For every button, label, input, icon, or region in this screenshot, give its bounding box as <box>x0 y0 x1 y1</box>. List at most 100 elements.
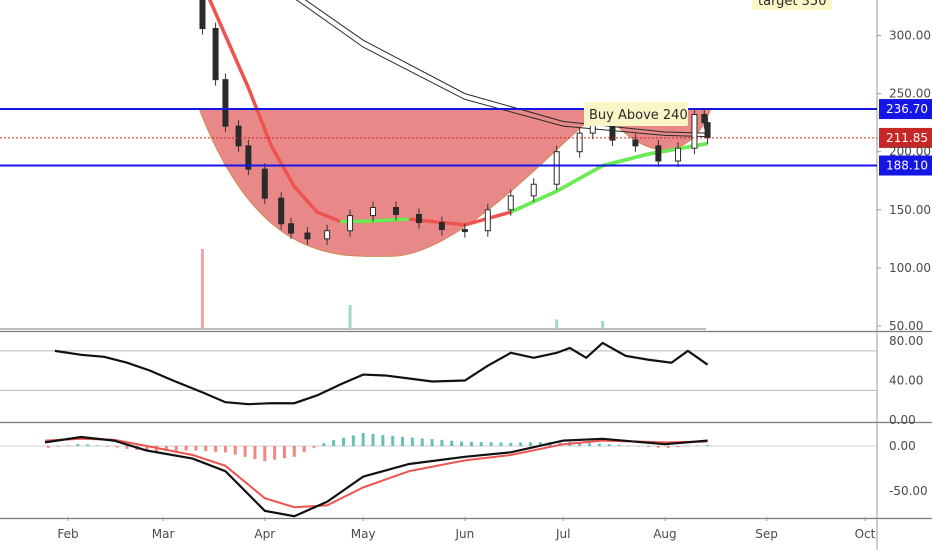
macd-histogram-bar-38 <box>420 438 424 446</box>
rsi-line <box>54 341 709 406</box>
buy-above-annotation: Buy Above 240 <box>584 102 688 126</box>
macd-histogram-bar-42 <box>460 441 464 446</box>
macd-histogram-bar-19 <box>233 446 237 455</box>
macd-histogram-bar-16 <box>204 446 208 452</box>
macd-histogram-bar-44 <box>479 442 483 446</box>
macd-histogram-bar-25 <box>292 446 296 457</box>
volume-bar-2 <box>555 319 559 329</box>
candle-body-32 <box>675 147 682 162</box>
macd-tick-label-0: 0.00 <box>889 439 916 453</box>
candle-body-14 <box>288 223 295 234</box>
time-tick-label-1: Mar <box>152 527 175 541</box>
macd-histogram-bar-14 <box>184 446 188 451</box>
macd-histogram-bar-1 <box>56 446 60 447</box>
level-tag-1 <box>879 99 932 120</box>
macd-histogram-bar-17 <box>214 446 218 452</box>
macd-signal-line <box>44 437 708 509</box>
macd-histogram-bar-60 <box>637 446 641 447</box>
price-tick-label-3: 150.00 <box>889 203 931 217</box>
macd-histogram-bar-45 <box>489 442 493 446</box>
macd-histogram-bar-48 <box>519 442 523 446</box>
macd-line <box>44 435 708 518</box>
volume-bars <box>0 249 706 330</box>
candle-body-10 <box>235 125 242 147</box>
candle-body-25 <box>530 183 537 197</box>
price-tick-label-4: 100.00 <box>889 261 931 275</box>
candle-body-31 <box>655 145 662 162</box>
macd-histogram-bar-67 <box>706 444 710 446</box>
macd-histogram-bar-47 <box>509 442 513 446</box>
macd-histogram-bar-58 <box>617 444 621 446</box>
candle-body-17 <box>347 215 354 232</box>
current-price-tag <box>879 127 932 148</box>
macd-histogram-bar-8 <box>125 446 129 449</box>
rsi-pane <box>54 341 709 406</box>
macd-histogram-bar-28 <box>322 443 326 446</box>
candle-body-34 <box>701 114 708 124</box>
macd-histogram-bar-31 <box>351 435 355 446</box>
time-tick-label-8: Oct <box>855 527 876 541</box>
macd-histogram-bar-26 <box>302 446 306 453</box>
macd-histogram-bar-39 <box>430 439 434 446</box>
macd-histogram-bar-27 <box>312 446 316 448</box>
macd-histogram-bar-40 <box>440 439 444 446</box>
macd-histogram-bar-13 <box>174 446 178 451</box>
macd-pane <box>0 433 877 518</box>
candle-body-15 <box>304 232 311 240</box>
macd-histogram-bar-37 <box>410 437 414 446</box>
macd-histogram-bar-62 <box>656 446 660 448</box>
macd-histogram-bar-21 <box>253 446 257 459</box>
macd-histogram-bar-34 <box>381 434 385 446</box>
candle-body-23 <box>484 209 491 232</box>
macd-histogram-bar-2 <box>66 445 70 446</box>
time-axis: Feb Mar Apr May Jun Jul Aug Sep Oct <box>57 517 876 541</box>
time-tick-label-7: Sep <box>755 527 778 541</box>
price-axis: 300.00 250.00 200.00 150.00 100.00 50.0080.00… <box>877 29 931 498</box>
candle-body-20 <box>415 213 422 224</box>
macd-histogram-bar-35 <box>391 435 395 446</box>
target-label: target 350 <box>758 0 826 9</box>
candle-body-27 <box>576 132 583 153</box>
macd-histogram-bar-49 <box>528 442 532 446</box>
macd-histogram-bar-5 <box>96 445 100 446</box>
time-tick-label-0: Feb <box>57 527 78 541</box>
candle-body-22 <box>461 229 468 233</box>
candle-body-11 <box>245 145 252 170</box>
candle-body-12 <box>261 168 268 199</box>
rsi-tick-label-2: 0.00 <box>889 413 916 427</box>
price-tick-label-5: 50.00 <box>889 319 923 333</box>
candle-body-19 <box>392 206 399 215</box>
macd-histogram-bar-29 <box>332 440 336 446</box>
level-tag-2 <box>879 155 932 176</box>
macd-histogram-bar-6 <box>105 446 109 447</box>
candle-body-8 <box>212 28 219 81</box>
candle-body-21 <box>438 222 445 231</box>
macd-histogram-bar-20 <box>243 446 247 457</box>
macd-histogram-bar-30 <box>342 437 346 446</box>
macd-histogram-bar-10 <box>145 446 149 452</box>
time-tick-label-3: May <box>351 527 376 541</box>
macd-histogram-bar-15 <box>194 446 198 451</box>
time-tick-label-5: Jul <box>555 527 570 541</box>
price-tick-label-1: 250.00 <box>889 87 931 101</box>
candle-body-13 <box>278 197 285 225</box>
macd-histogram-bar-56 <box>597 443 601 446</box>
macd-histogram-bar-66 <box>696 445 700 447</box>
macd-histogram-bar-18 <box>223 446 227 453</box>
moving-average-1 <box>295 0 708 138</box>
candle-body-9 <box>222 79 229 127</box>
candle-body-26 <box>553 151 560 185</box>
level-label-2: 188.10 <box>886 159 928 173</box>
candle-body-35 <box>704 122 711 139</box>
macd-histogram-bar-4 <box>86 444 90 446</box>
macd-histogram-bar-0 <box>46 446 50 448</box>
macd-histogram-bar-43 <box>469 441 473 446</box>
target-annotation: target 350 <box>752 0 832 10</box>
macd-histogram-bar-36 <box>401 436 405 446</box>
price-tick-label-0: 300.00 <box>889 29 931 43</box>
buy-above-label: Buy Above 240 <box>589 108 688 123</box>
